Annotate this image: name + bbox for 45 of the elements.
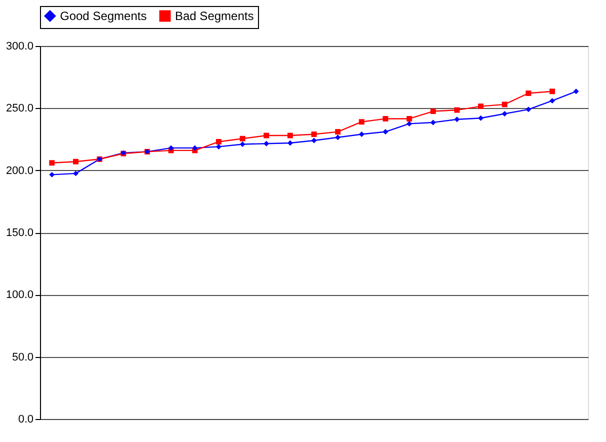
point [406,120,412,126]
point [550,88,555,94]
point [382,129,388,135]
point [216,139,222,144]
legend-label: Bad Segments [175,9,254,23]
point [216,144,222,150]
y-tick-label: 100.0 [6,289,34,302]
point [526,90,532,96]
point [73,158,78,164]
y-tick-label: 200.0 [6,164,34,177]
point [406,116,412,122]
y-tick-label: 50.0 [12,351,34,364]
point [240,136,246,142]
point [311,138,317,144]
point [311,132,317,138]
point [168,145,174,151]
point [526,106,532,112]
point [550,98,555,104]
point [49,160,55,166]
point [358,119,364,125]
point [478,115,484,121]
point [502,111,508,116]
point [478,104,484,110]
point [335,129,341,135]
point [454,107,460,113]
point [192,145,198,151]
point [454,116,460,122]
y-tick-label: 250.0 [6,102,34,115]
point [240,141,246,147]
legend-label: Good Segments [60,9,147,23]
point [358,132,364,138]
point [382,116,388,122]
point [73,170,78,176]
point [264,140,270,146]
y-tick-label: 300.0 [6,40,34,52]
point [287,132,293,138]
point [502,102,508,108]
point [49,172,55,178]
point [335,134,341,140]
point [430,108,436,114]
y-tick-label: 150.0 [6,227,34,239]
y-tick-label: 0.0 [18,414,34,426]
point [264,132,270,138]
point [573,88,579,94]
point [430,120,436,126]
